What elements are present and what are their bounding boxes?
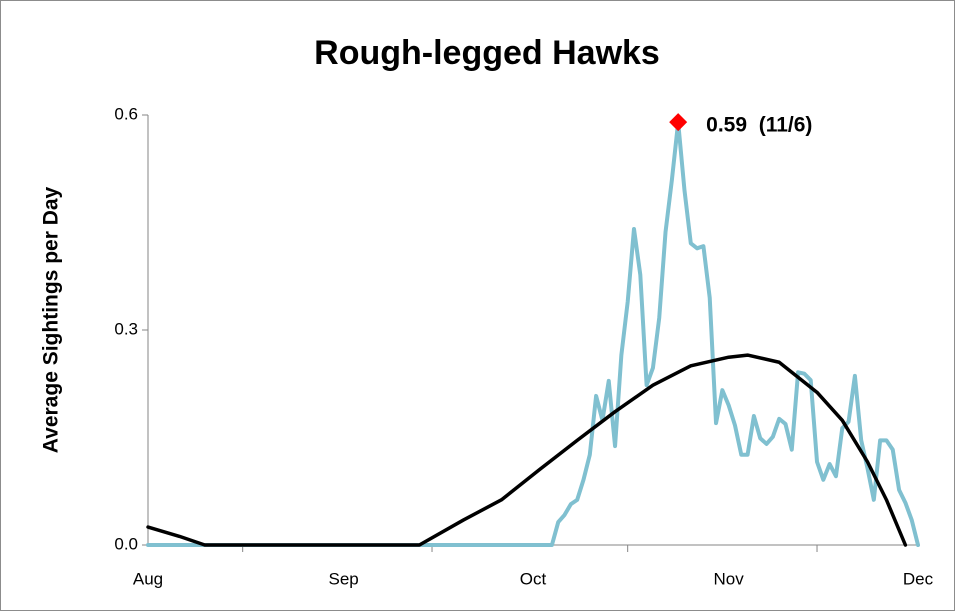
series-line (146, 120, 920, 547)
x-tick-label: Aug (133, 569, 163, 588)
y-tick-label: 0.6 (114, 104, 138, 123)
y-tick-label: 0.3 (114, 319, 138, 338)
peak-annotation: 0.59 (11/6) (706, 114, 812, 137)
x-tick-label: Sep (329, 569, 359, 588)
chart-title: Rough-legged Hawks (314, 34, 660, 72)
x-tick-label: Oct (520, 569, 547, 588)
x-tick-label: Nov (714, 569, 745, 588)
x-tick-label: Dec (903, 569, 934, 588)
series-line (146, 353, 908, 547)
y-tick-label: 0.0 (114, 534, 138, 553)
peak-marker (669, 113, 688, 132)
y-axis-label: Average Sightings per Day (40, 186, 63, 453)
